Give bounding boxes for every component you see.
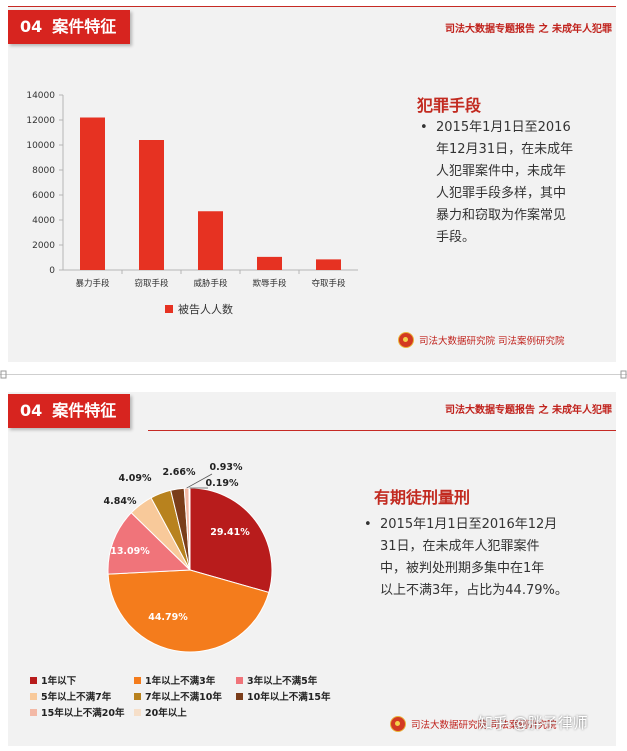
bar [139, 140, 164, 270]
header-rule [148, 430, 616, 431]
pie-value-label: 4.84% [104, 496, 137, 507]
bullet-dot: • [420, 120, 428, 135]
y-tick-label: 6000 [32, 191, 55, 201]
bar-legend: 被告人人数 [165, 301, 233, 317]
footer-text: 司法大数据研究院 司法案例研究院 [419, 336, 565, 347]
section-title: 案件特征 [52, 401, 117, 420]
legend-label: 3年以上不满5年 [247, 676, 318, 687]
legend-label: 5年以上不满7年 [41, 692, 112, 703]
section-title: 案件特征 [52, 17, 117, 36]
bar-chart: 0 2000 4000 6000 8000 10000 12000 14000 暴力手段 窃取手段… [26, 91, 358, 289]
legend-label: 20年以上 [145, 708, 187, 719]
pie-value-label: 0.19% [206, 478, 239, 489]
pie-chart: 29.41% 44.79% 13.09% 4.84% 4.09% 2.66% 0.93% 0.… [104, 462, 273, 653]
bar [316, 259, 341, 270]
legend-item: 15年以上不满20年 [30, 705, 124, 719]
x-tick-label: 窃取手段 [134, 278, 169, 289]
legend-item: 7年以上不满10年 [134, 689, 222, 703]
bar [198, 211, 223, 270]
pie-slice [107, 512, 192, 575]
bullet-line: 2015年1月1日至2016年12月 [380, 517, 558, 532]
pie-value-label: 4.09% [119, 473, 152, 484]
y-tick-label: 4000 [32, 216, 55, 226]
report-title: 司法大数据专题报告 之 未成年人犯罪 [445, 405, 612, 416]
x-tick-label: 威胁手段 [193, 278, 228, 289]
report-title: 司法大数据专题报告 之 未成年人犯罪 [445, 24, 612, 35]
bar [80, 117, 105, 270]
pie-value-label: 44.79% [148, 612, 188, 623]
legend-swatch [134, 692, 141, 700]
y-tick-label: 2000 [32, 241, 55, 251]
bullet-line: 人犯罪手段多样，其中 [436, 186, 567, 201]
legend-swatch [236, 676, 243, 684]
legend-label: 7年以上不满10年 [145, 692, 222, 703]
legend-swatch [134, 708, 141, 716]
x-tick-label: 欺辱手段 [252, 278, 287, 289]
legend-swatch [236, 692, 243, 700]
legend-label: 1年以上不满3年 [145, 676, 216, 687]
section-heading: 犯罪手段 [417, 96, 482, 115]
bullet-line: 2015年1月1日至2016 [436, 120, 571, 135]
section-heading: 有期徒刑量刑 [374, 488, 471, 507]
section-number: 04 [20, 401, 43, 420]
bullet-line: 年12月31日，在未成年 [436, 142, 574, 157]
bullet-line: 以上不满3年，占比为44.79%。 [380, 583, 568, 598]
pie-value-label: 2.66% [163, 467, 196, 478]
y-tick-label: 12000 [26, 116, 55, 126]
x-tick-label: 暴力手段 [75, 278, 110, 289]
legend-item: 1年以上不满3年 [134, 673, 215, 687]
section-tag: 04 案件特征 [8, 10, 131, 44]
y-tick-label: 10000 [26, 141, 55, 151]
footer-credit: 司法大数据研究院 司法案例研究院 [390, 716, 557, 732]
bullet-line: 暴力和窃取为作案常见 [436, 208, 567, 223]
legend-item: 10年以上不满15年 [236, 689, 330, 703]
legend-label: 1年以下 [41, 676, 77, 687]
bullet-line: 人犯罪案件中，未成年 [436, 164, 567, 179]
section-number: 04 [20, 17, 43, 36]
slide-divider [0, 370, 627, 379]
legend-swatch [165, 305, 173, 313]
y-tick-label: 14000 [26, 91, 55, 101]
pie-slice [189, 487, 273, 594]
bullet-line: 手段。 [436, 230, 476, 245]
legend-label: 10年以上不满15年 [247, 692, 331, 703]
pie-value-label: 0.93% [210, 462, 243, 473]
legend-item: 20年以上 [134, 705, 187, 719]
watermark: 知乎 @胖子律师 [478, 714, 588, 732]
section-tag: 04 案件特征 [8, 394, 131, 428]
bullet-line: 中，被判处刑期多集中在1年 [380, 561, 545, 576]
x-tick-label: 夺取手段 [311, 278, 346, 289]
legend-label: 15年以上不满20年 [41, 708, 125, 719]
legend-item: 5年以上不满7年 [30, 689, 111, 703]
legend-item: 1年以下 [30, 673, 76, 687]
legend-label: 被告人人数 [178, 303, 233, 316]
pie-value-label: 29.41% [210, 527, 250, 538]
bullet-text: • 2015年1月1日至2016年12月 31日，在未成年人犯罪案件 中，被判处… [364, 514, 616, 602]
bar [257, 256, 282, 270]
header-rule [8, 6, 616, 7]
slide-crime-means: 04 案件特征 司法大数据专题报告 之 未成年人犯罪 0 2000 4000 6000 8… [8, 6, 616, 362]
court-emblem-icon [390, 716, 406, 732]
pie-slice [107, 569, 270, 653]
legend-swatch [30, 676, 37, 684]
bullet-text: • 2015年1月1日至2016 年12月31日，在未成年 人犯罪案件中，未成年… [420, 117, 616, 249]
y-tick-label: 8000 [32, 166, 55, 176]
footer-credit: 司法大数据研究院 司法案例研究院 [398, 332, 565, 348]
leader-line [186, 473, 213, 489]
y-tick-label: 0 [49, 266, 55, 276]
bullet-line: 31日，在未成年人犯罪案件 [380, 539, 540, 554]
bullet-dot: • [364, 517, 372, 532]
pie-value-label: 13.09% [110, 546, 150, 557]
legend-swatch [134, 676, 141, 684]
legend-item: 3年以上不满5年 [236, 673, 317, 687]
footer-text: 司法大数据研究院 司法案例研究院 [411, 720, 557, 731]
legend-swatch [30, 708, 37, 716]
legend-swatch [30, 692, 37, 700]
slide-sentence-length: 04 案件特征 司法大数据专题报告 之 未成年人犯罪 29.41% 44.79% 13… [8, 392, 616, 746]
court-emblem-icon [398, 332, 414, 348]
